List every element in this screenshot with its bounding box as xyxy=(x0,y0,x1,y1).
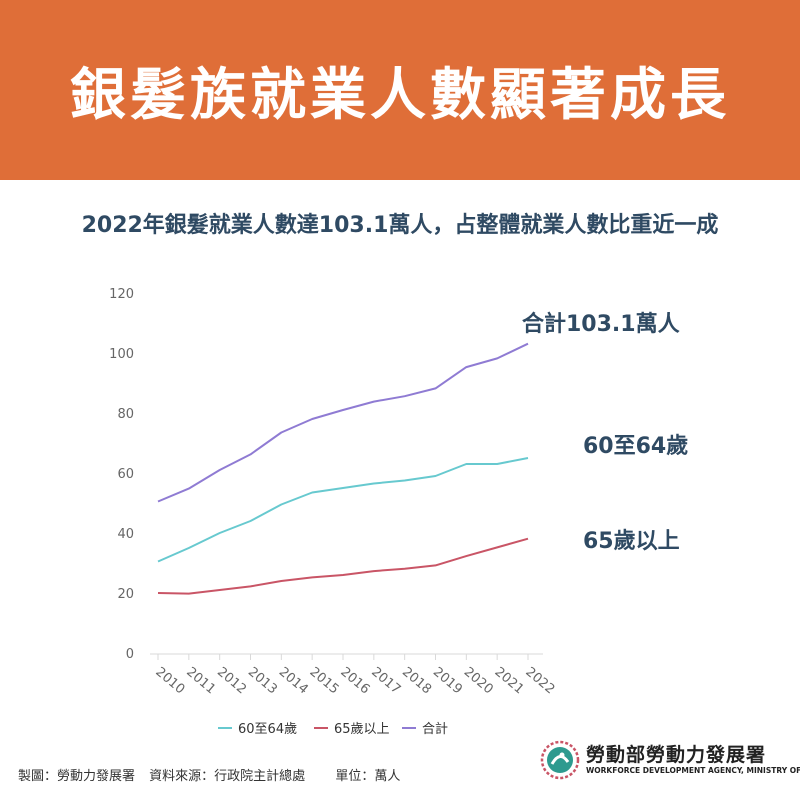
x-tick-label: 2012 xyxy=(214,665,249,698)
y-tick-label: 100 xyxy=(109,347,134,362)
agency-emblem-icon xyxy=(540,740,580,780)
y-axis: 0 20 40 60 80 100 120 xyxy=(109,287,134,662)
producer-credit: 製圖：勞動力發展署 xyxy=(18,769,136,784)
header-banner: 銀髮族就業人數顯著成長 xyxy=(0,0,800,180)
legend-label: 60至64歲 xyxy=(238,722,297,737)
legend-label: 合計 xyxy=(422,721,448,737)
age-60-64-series-label: 60至64歲 xyxy=(583,434,689,459)
page-title: 銀髮族就業人數顯著成長 xyxy=(70,62,730,128)
x-tick-label: 2013 xyxy=(245,665,280,698)
y-tick-label: 40 xyxy=(117,527,134,542)
x-tick-label: 2016 xyxy=(337,665,372,698)
y-tick-label: 20 xyxy=(117,587,134,602)
y-tick-label: 120 xyxy=(109,287,134,302)
y-tick-label: 60 xyxy=(117,467,134,482)
x-tick-label: 2022 xyxy=(522,665,557,698)
x-tick-label: 2015 xyxy=(307,665,342,698)
x-tick-label: 2017 xyxy=(368,665,403,698)
x-tick-label: 2019 xyxy=(430,665,465,698)
chart-subtitle: 2022年銀髮就業人數達103.1萬人，占整體就業人數比重近一成 xyxy=(81,213,719,238)
footer-credit: 製圖：勞動力發展署 資料來源：行政院主計總處 單位：萬人 xyxy=(18,765,410,784)
series-line-0 xyxy=(157,457,529,563)
x-tick-label: 2020 xyxy=(461,665,496,698)
total-series-label: 合計103.1萬人 xyxy=(522,312,680,337)
unit-note: 單位：萬人 xyxy=(335,769,401,784)
y-tick-label: 80 xyxy=(117,407,134,422)
legend-label: 65歲以上 xyxy=(334,722,390,737)
age-65-plus-series-label: 65歲以上 xyxy=(583,529,680,554)
x-tick-label: 2011 xyxy=(183,665,218,698)
agency-logo: 勞動部勞動力發展署 WORKFORCE DEVELOPMENT AGENCY, … xyxy=(540,736,800,786)
series-line-1 xyxy=(157,537,529,595)
agency-name: 勞動部勞動力發展署 xyxy=(586,744,767,766)
y-tick-label: 0 xyxy=(126,647,134,662)
x-tick-label: 2021 xyxy=(492,665,527,698)
x-tick-label: 2014 xyxy=(276,665,311,698)
series-lines xyxy=(157,342,529,595)
agency-english-name: WORKFORCE DEVELOPMENT AGENCY, MINISTRY O… xyxy=(586,766,800,775)
series-line-2 xyxy=(157,342,529,503)
x-tick-label: 2018 xyxy=(399,665,434,698)
chart-legend: 60至64歲 65歲以上 合計 xyxy=(218,721,448,737)
x-tick-label: 2010 xyxy=(152,665,187,698)
source-credit: 資料來源：行政院主計總處 xyxy=(149,769,306,784)
x-axis: 2010201120122013201420152016201720182019… xyxy=(150,653,557,698)
